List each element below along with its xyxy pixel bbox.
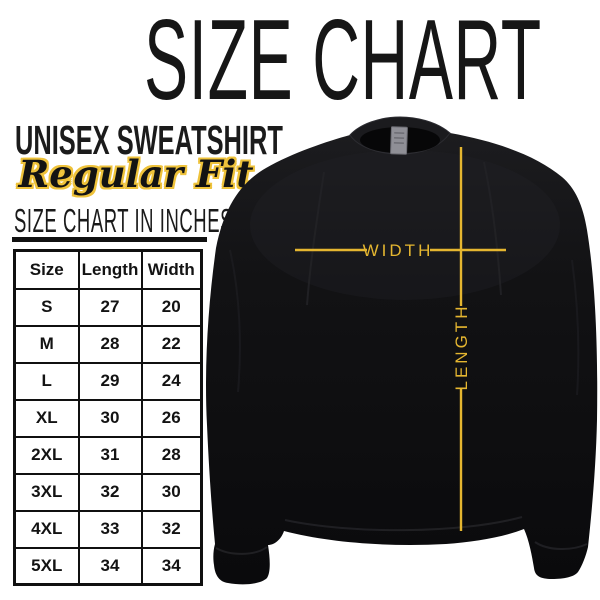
table-row: S 27 20 <box>13 287 203 327</box>
table-cell-width: 30 <box>140 472 203 512</box>
heading-underline <box>12 237 207 242</box>
table-cell-length: 30 <box>77 398 143 438</box>
width-label: WIDTH <box>363 241 434 260</box>
table-cell-size: L <box>13 361 80 401</box>
collar-tag <box>390 126 408 155</box>
table-header-row: Size Length Width <box>13 249 203 290</box>
table-cell-size: 2XL <box>13 435 80 475</box>
sweatshirt-photo: WIDTH LENGTH <box>200 100 600 600</box>
table-cell-size: 5XL <box>13 546 80 586</box>
table-cell-size: XL <box>13 398 80 438</box>
table-cell-size: S <box>13 287 80 327</box>
table-cell-length: 33 <box>77 509 143 549</box>
table-cell-width: 34 <box>140 546 203 586</box>
table-row: 2XL 31 28 <box>13 435 203 475</box>
table-cell-size: M <box>13 324 80 364</box>
column-header-length: Length <box>77 249 143 290</box>
table-cell-size: 3XL <box>13 472 80 512</box>
chest-highlight <box>250 150 560 300</box>
length-label: LENGTH <box>452 304 471 391</box>
table-heading: SIZE CHART IN INCHES <box>14 202 233 239</box>
table-cell-length: 27 <box>77 287 143 327</box>
table-cell-length: 34 <box>77 546 143 586</box>
table-cell-length: 29 <box>77 361 143 401</box>
table-row: M 28 22 <box>13 324 203 364</box>
table-row: XL 30 26 <box>13 398 203 438</box>
table-cell-width: 26 <box>140 398 203 438</box>
table-cell-size: 4XL <box>13 509 80 549</box>
column-header-width: Width <box>140 249 203 290</box>
table-cell-width: 32 <box>140 509 203 549</box>
column-header-size: Size <box>13 249 80 290</box>
product-name: UNISEX SWEATSHIRT <box>15 117 283 163</box>
table-cell-length: 31 <box>77 435 143 475</box>
garment-seams <box>215 161 588 555</box>
table-row: 3XL 32 30 <box>13 472 203 512</box>
product-fit: Regular Fit <box>18 152 254 196</box>
table-cell-length: 32 <box>77 472 143 512</box>
table-cell-width: 20 <box>140 287 203 327</box>
sweatshirt-body <box>206 117 598 585</box>
sweatshirt-diagram: WIDTH LENGTH <box>206 116 598 585</box>
table-row: L 29 24 <box>13 361 203 401</box>
page-title: SIZE CHART <box>143 0 542 124</box>
size-table-body: S 27 20 M 28 22 L 29 24 XL 30 26 2XL 31 28 3XL 32 30 4XL 33… <box>13 287 203 586</box>
table-cell-width: 22 <box>140 324 203 364</box>
table-cell-width: 28 <box>140 435 203 475</box>
table-row: 5XL 34 34 <box>13 546 203 586</box>
size-table: Size Length Width S 27 20 M 28 22 L 29 24 XL 30 26 2… <box>13 249 203 586</box>
table-row: 4XL 33 32 <box>13 509 203 549</box>
table-cell-width: 24 <box>140 361 203 401</box>
table-cell-length: 28 <box>77 324 143 364</box>
